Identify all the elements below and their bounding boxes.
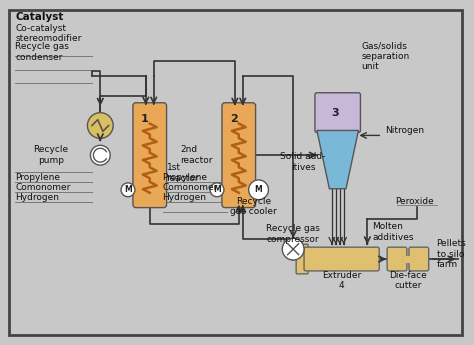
- Text: 3: 3: [331, 108, 338, 118]
- FancyBboxPatch shape: [133, 103, 166, 208]
- FancyBboxPatch shape: [304, 247, 379, 271]
- Text: Propylene: Propylene: [163, 173, 208, 182]
- Text: Solid add-
itives: Solid add- itives: [281, 152, 326, 171]
- Text: Hydrogen: Hydrogen: [15, 193, 59, 202]
- FancyBboxPatch shape: [222, 103, 255, 208]
- Circle shape: [91, 145, 110, 165]
- Text: 2: 2: [230, 114, 237, 124]
- Text: M: M: [213, 185, 221, 194]
- Text: Molten
additives: Molten additives: [372, 223, 414, 242]
- Circle shape: [121, 183, 135, 197]
- Text: Comonomer: Comonomer: [163, 183, 218, 192]
- Text: Gas/solids
separation
unit: Gas/solids separation unit: [361, 41, 410, 71]
- Text: Hydrogen: Hydrogen: [163, 193, 207, 202]
- FancyBboxPatch shape: [387, 247, 407, 271]
- FancyBboxPatch shape: [315, 93, 360, 132]
- Text: Comonomer: Comonomer: [15, 183, 71, 192]
- Text: Die-face
cutter: Die-face cutter: [389, 271, 427, 290]
- Text: Propylene: Propylene: [15, 173, 60, 182]
- Text: M: M: [124, 185, 132, 194]
- Text: Extruder
4: Extruder 4: [322, 271, 361, 290]
- Circle shape: [87, 113, 113, 138]
- Circle shape: [283, 238, 304, 260]
- Text: 1: 1: [141, 114, 149, 124]
- Text: Nitrogen: Nitrogen: [385, 126, 424, 135]
- Text: Recycle gas
condenser: Recycle gas condenser: [15, 42, 69, 62]
- Text: Recycle gas
compressor: Recycle gas compressor: [266, 225, 320, 244]
- Circle shape: [210, 183, 224, 197]
- Circle shape: [249, 180, 268, 200]
- FancyBboxPatch shape: [9, 10, 462, 335]
- Text: Recycle
pump: Recycle pump: [33, 145, 68, 165]
- Polygon shape: [317, 130, 358, 189]
- Text: 2nd
reactor: 2nd reactor: [181, 145, 213, 165]
- Text: Co-catalyst
stereomodifier: Co-catalyst stereomodifier: [15, 24, 82, 43]
- Text: 1st
reactor: 1st reactor: [166, 163, 199, 183]
- Text: M: M: [255, 185, 263, 194]
- FancyBboxPatch shape: [409, 247, 428, 271]
- Text: Catalyst: Catalyst: [15, 12, 64, 22]
- Text: Peroxide: Peroxide: [395, 197, 434, 206]
- Text: Pellets
to silo
farm: Pellets to silo farm: [437, 239, 466, 269]
- Text: Recycle
gas cooler: Recycle gas cooler: [230, 197, 277, 216]
- FancyBboxPatch shape: [296, 244, 308, 274]
